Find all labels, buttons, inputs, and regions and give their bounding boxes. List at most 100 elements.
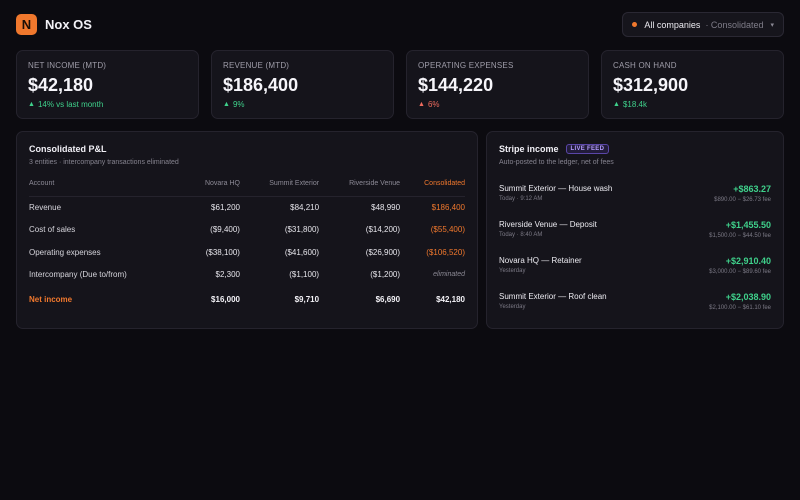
table-row[interactable]: Revenue $61,200 $84,210 $48,990 $186,400	[29, 196, 465, 219]
kpi-delta-text: 6%	[427, 100, 440, 109]
kpi-delta: ▲ 9%	[223, 100, 382, 109]
stripe-income-panel: Stripe income LIVE FEED Auto-posted to t…	[486, 131, 784, 329]
value-cell: ($41,600)	[284, 247, 320, 257]
value-cell: $84,210	[290, 203, 320, 212]
value-cell: $48,990	[371, 203, 401, 212]
value-cell: $2,300	[215, 270, 240, 280]
list-item-time: Today · 9:12 AM	[499, 196, 543, 202]
list-item-info: Summit Exterior — Roof clean Yesterday	[499, 292, 607, 310]
panel-title: Stripe income LIVE FEED	[499, 144, 771, 154]
kpi-card-operating-expenses[interactable]: OPERATING EXPENSES $144,220 ▲ 6%	[406, 50, 589, 119]
kpi-value: $144,220	[418, 75, 494, 95]
kpi-delta: ▲ 6%	[418, 100, 577, 109]
brand[interactable]: N Nox OS	[16, 14, 92, 35]
app-name: Nox OS	[45, 17, 92, 32]
list-item-title: Novara HQ — Retainer	[499, 256, 582, 265]
kpi-delta-text: 9%	[232, 100, 245, 109]
kpi-value: $312,900	[613, 75, 689, 95]
triangle-up-icon: ▲	[28, 101, 35, 108]
consolidated-cell: $186,400	[431, 203, 465, 212]
list-item-info: Novara HQ — Retainer Yesterday	[499, 256, 582, 274]
list-item-amount: +$1,455.50	[725, 220, 771, 230]
list-item-amounts: +$1,455.50 $1,500.00 − $44.50 fee	[709, 220, 771, 239]
consolidated-cell: ($55,400)	[430, 225, 465, 235]
triangle-up-icon: ▲	[418, 101, 425, 108]
table-header-row: Account Novara HQ Summit Exterior Rivers…	[29, 172, 465, 197]
value-cell: $16,000	[211, 294, 240, 304]
list-item-amount: +$863.27	[733, 184, 771, 194]
list-item-amounts: +$2,910.40 $3,000.00 − $89.60 fee	[709, 256, 771, 275]
kpi-value: $186,400	[223, 75, 299, 95]
value-cell: ($38,100)	[205, 247, 240, 257]
value-cell: ($31,800)	[284, 225, 320, 235]
panel-subtitle: Auto-posted to the ledger, net of fees	[499, 159, 614, 166]
panel-title: Consolidated P&L	[29, 144, 107, 154]
account-cell: Operating expenses	[29, 247, 101, 257]
column-header-summit-exterior[interactable]: Summit Exterior	[239, 172, 320, 197]
company-switcher[interactable]: All companies · Consolidated ▾	[622, 12, 784, 37]
table-row[interactable]: Intercompany (Due to/from) $2,300 ($1,10…	[29, 264, 465, 287]
column-header-novara-hq[interactable]: Novara HQ	[184, 172, 240, 197]
consolidated-pl-panel: Consolidated P&L 3 entities · intercompa…	[16, 131, 478, 329]
list-item-fee-detail: $2,100.00 − $61.10 fee	[709, 305, 771, 311]
account-cell: Intercompany (Due to/from)	[29, 270, 127, 280]
status-dot-icon	[632, 22, 638, 27]
account-cell: Net income	[29, 294, 73, 304]
list-item-fee-detail: $890.00 − $26.73 fee	[714, 197, 771, 203]
kpi-label: CASH ON HAND	[613, 61, 677, 70]
kpi-value: $42,180	[28, 75, 94, 95]
company-switcher-selected: All companies	[644, 19, 701, 30]
kpi-delta: ▲ 14% vs last month	[28, 100, 187, 109]
kpi-card-cash-on-hand[interactable]: CASH ON HAND $312,900 ▲ $18.4k	[601, 50, 784, 119]
panel-title-text: Stripe income	[499, 144, 559, 154]
stripe-feed-list: Summit Exterior — House wash Today · 9:1…	[499, 184, 771, 328]
list-item-fee-detail: $3,000.00 − $89.60 fee	[709, 269, 771, 275]
column-header-consolidated[interactable]: Consolidated	[400, 172, 465, 197]
list-item-amounts: +$863.27 $890.00 − $26.73 fee	[714, 184, 771, 203]
value-cell: ($26,900)	[365, 247, 401, 257]
table-row[interactable]: Cost of sales ($9,400) ($31,800) ($14,20…	[29, 219, 465, 242]
list-item-title: Summit Exterior — Roof clean	[499, 292, 607, 301]
list-item[interactable]: Riverside Venue — Deposit Today · 8:40 A…	[499, 220, 771, 256]
list-item-amount: +$2,910.40	[725, 256, 771, 266]
kpi-card-revenue[interactable]: REVENUE (MTD) $186,400 ▲ 9%	[211, 50, 394, 119]
kpi-delta-text: $18.4k	[622, 100, 647, 109]
list-item[interactable]: Summit Exterior — Roof clean Yesterday +…	[499, 292, 771, 328]
kpi-delta-text: 14% vs last month	[37, 100, 104, 109]
top-bar: N Nox OS All companies · Consolidated ▾	[16, 12, 784, 37]
kpi-delta: ▲ $18.4k	[613, 100, 772, 109]
list-item-time: Today · 8:40 AM	[499, 232, 543, 238]
table-row-net-income[interactable]: Net income $16,000 $9,710 $6,690 $42,180	[29, 286, 465, 312]
pl-table: Account Novara HQ Summit Exterior Rivers…	[29, 172, 465, 312]
app-logo: N	[16, 14, 37, 35]
list-item-fee-detail: $1,500.00 − $44.50 fee	[709, 233, 771, 239]
kpi-row: NET INCOME (MTD) $42,180 ▲ 14% vs last m…	[16, 50, 784, 119]
table-row[interactable]: Operating expenses ($38,100) ($41,600) (…	[29, 241, 465, 264]
chevron-down-icon: ▾	[770, 21, 774, 29]
list-item-amounts: +$2,038.90 $2,100.00 − $61.10 fee	[709, 292, 771, 311]
consolidated-cell: $42,180	[436, 294, 465, 304]
company-switcher-mode: · Consolidated	[705, 19, 764, 30]
live-feed-badge: LIVE FEED	[565, 144, 610, 154]
list-item-title: Riverside Venue — Deposit	[499, 220, 597, 229]
panel-subtitle: 3 entities · intercompany transactions e…	[29, 159, 179, 166]
list-item-title: Summit Exterior — House wash	[499, 184, 613, 193]
triangle-up-icon: ▲	[223, 101, 230, 108]
list-item-info: Riverside Venue — Deposit Today · 8:40 A…	[499, 220, 597, 238]
list-item-time: Yesterday	[499, 268, 526, 274]
triangle-up-icon: ▲	[613, 101, 620, 108]
value-cell: ($1,200)	[370, 270, 401, 280]
value-cell: ($14,200)	[365, 225, 401, 235]
eliminated-cell: eliminated	[433, 271, 465, 279]
value-cell: ($9,400)	[210, 225, 240, 235]
account-cell: Revenue	[29, 203, 62, 212]
kpi-card-net-income[interactable]: NET INCOME (MTD) $42,180 ▲ 14% vs last m…	[16, 50, 199, 119]
list-item[interactable]: Summit Exterior — House wash Today · 9:1…	[499, 184, 771, 220]
kpi-label: NET INCOME (MTD)	[28, 61, 107, 70]
column-header-riverside-venue[interactable]: Riverside Venue	[319, 172, 401, 197]
value-cell: ($1,100)	[289, 270, 320, 280]
column-header-account[interactable]: Account	[29, 172, 185, 197]
list-item-time: Yesterday	[499, 304, 526, 310]
kpi-label: REVENUE (MTD)	[223, 61, 290, 70]
list-item[interactable]: Novara HQ — Retainer Yesterday +$2,910.4…	[499, 256, 771, 292]
